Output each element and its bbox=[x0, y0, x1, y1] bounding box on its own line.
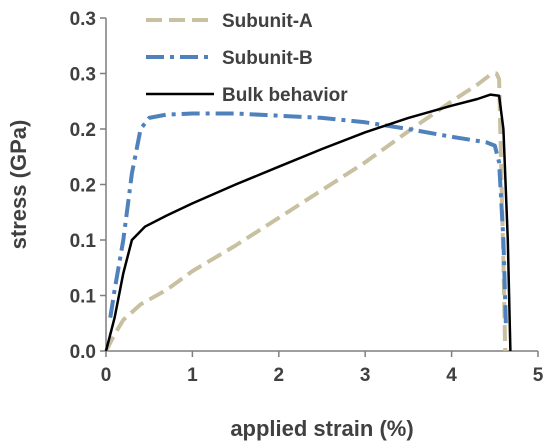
legend-label: Subunit-B bbox=[222, 48, 313, 69]
legend-label: Subunit-A bbox=[222, 11, 313, 32]
y-tick-label: 0.1 bbox=[70, 287, 97, 308]
x-tick-label: 3 bbox=[360, 365, 371, 386]
x-tick-label: 2 bbox=[274, 365, 285, 386]
series-line-subunit-a bbox=[104, 71, 508, 352]
y-tick-label: 0.2 bbox=[70, 120, 96, 141]
x-tick-label: 1 bbox=[187, 365, 198, 386]
x-axis-title: applied strain (%) bbox=[230, 416, 413, 441]
y-axis-title: stress (GPa) bbox=[6, 120, 31, 250]
y-tick-label: 0.3 bbox=[70, 65, 96, 86]
series-line-bulk-behavior bbox=[104, 93, 512, 352]
legend-label: Bulk behavior bbox=[222, 85, 348, 106]
y-tick-label: 0.0 bbox=[70, 342, 96, 363]
axes bbox=[105, 18, 538, 352]
x-tick-label: 0 bbox=[101, 365, 112, 386]
y-tick-label: 0.1 bbox=[70, 231, 97, 252]
y-tick-label: 0.3 bbox=[70, 9, 96, 30]
legend: Subunit-A Subunit-B Bulk behavior bbox=[146, 11, 348, 106]
series-line-subunit-b bbox=[108, 111, 508, 329]
series-layer bbox=[104, 71, 512, 352]
tick-labels: 0 1 2 3 4 5 0.0 0.1 0.1 0.2 0.2 0.3 0.3 bbox=[70, 9, 544, 386]
x-tick-label: 5 bbox=[533, 365, 544, 386]
x-tick-label: 4 bbox=[446, 365, 457, 386]
y-tick-label: 0.2 bbox=[70, 176, 96, 197]
tick-marks bbox=[100, 17, 539, 357]
